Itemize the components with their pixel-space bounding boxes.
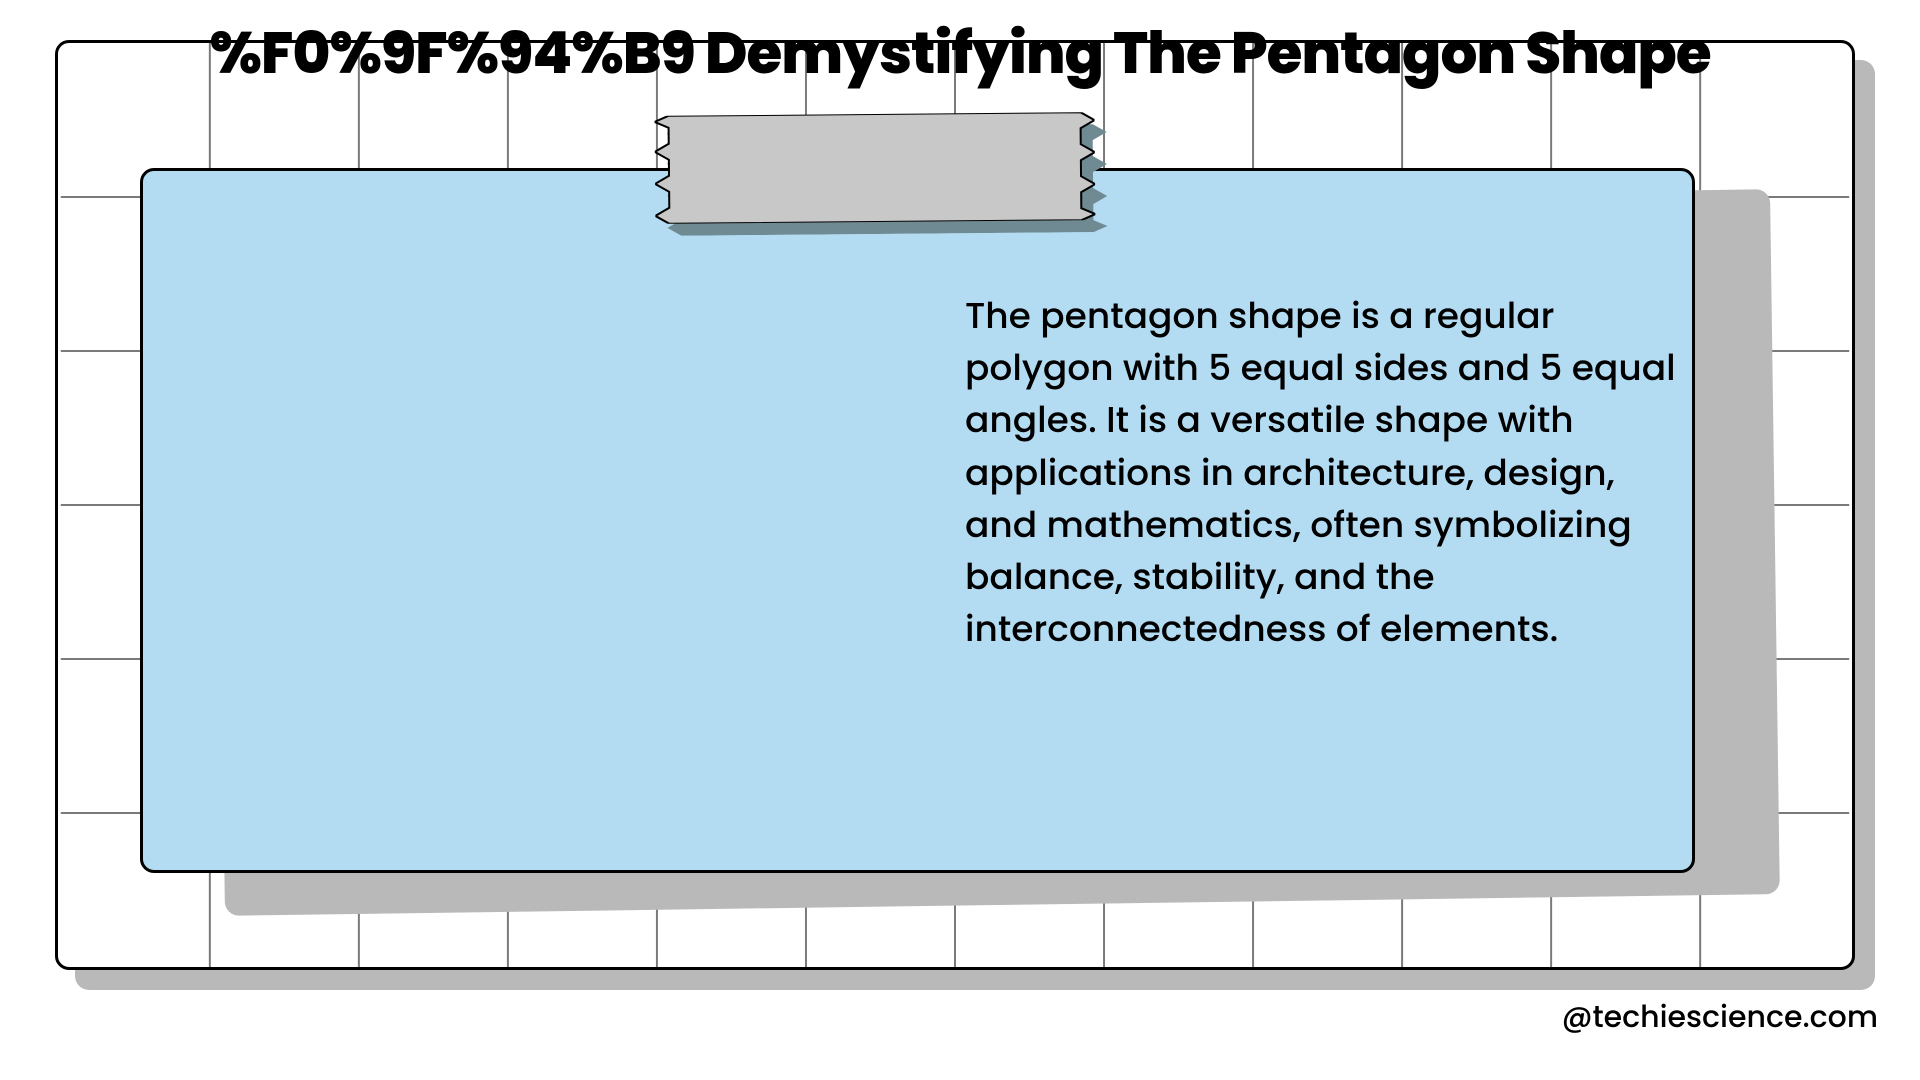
- body-text: The pentagon shape is a regular polygon …: [965, 290, 1685, 655]
- page-title: %F0%9F%94%B9 Demystifying The Pentagon S…: [0, 10, 1920, 97]
- tape: [654, 112, 1095, 236]
- credit-text: @techiescience.com: [1562, 994, 1878, 1040]
